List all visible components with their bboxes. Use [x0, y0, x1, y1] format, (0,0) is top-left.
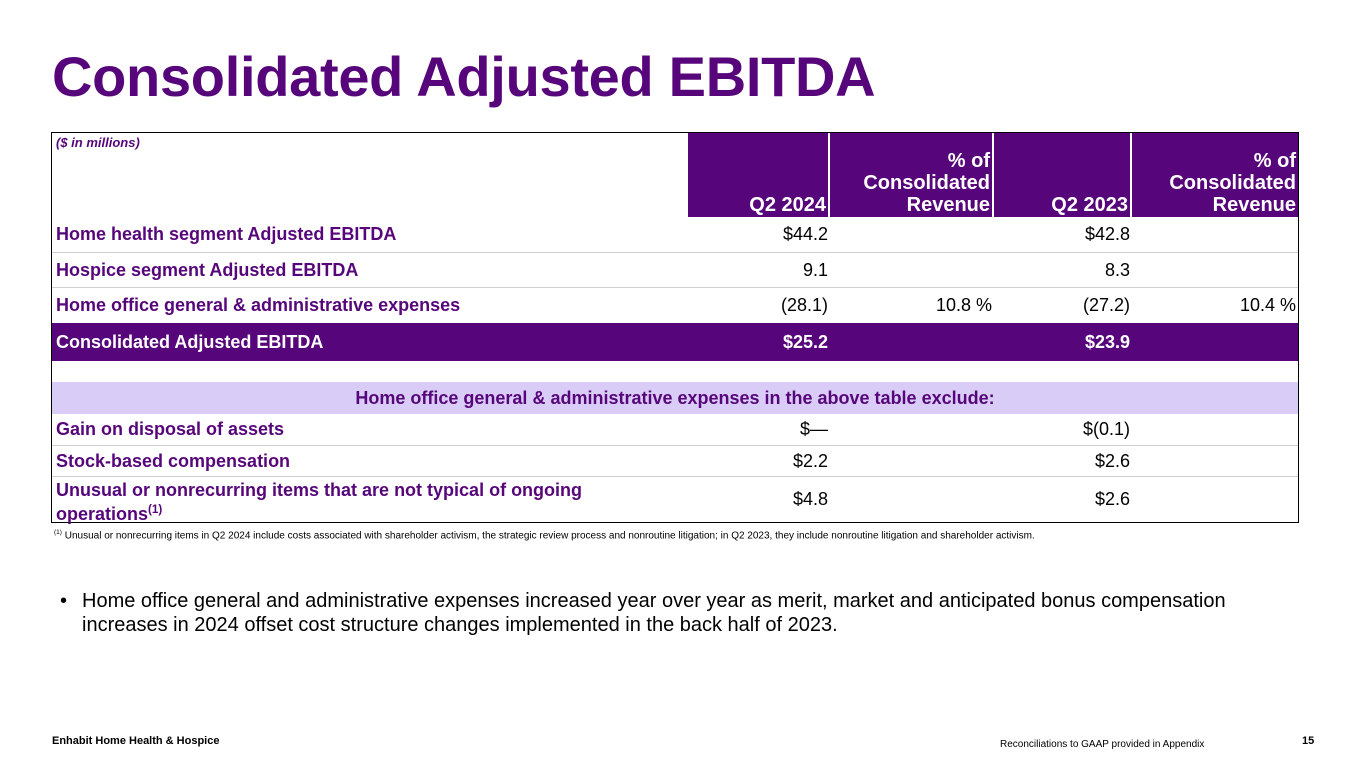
- header-pct-line: Revenue: [906, 194, 990, 216]
- footnote-marker: (1): [148, 503, 163, 516]
- header-q2-2024-label: Q2 2024: [749, 194, 826, 216]
- header-pct-revenue-2024: % of Consolidated Revenue: [830, 133, 992, 217]
- row-label-line: operations: [56, 504, 149, 524]
- footnote-mark: (1): [54, 529, 62, 536]
- value-pct-2023: 10.4 %: [1239, 294, 1296, 315]
- table-row: Hospice segment Adjusted EBITDA 9.1 8.3: [52, 252, 1298, 287]
- value-q2-2024: $—: [799, 419, 828, 439]
- page-number: 15: [1302, 735, 1315, 747]
- total-q2-2024: $25.2: [782, 331, 828, 352]
- ebitda-table: ($ in millions) Q2 2024 % of Consolidate…: [51, 132, 1299, 524]
- value-pct-2024: 10.8 %: [935, 294, 992, 315]
- row-label-line: Unusual or nonrecurring items that are n…: [56, 480, 583, 500]
- table-row: Stock-based compensation $2.2 $2.6: [52, 445, 1298, 476]
- header-q2-2023: Q2 2023: [994, 133, 1130, 217]
- value-q2-2024: (28.1): [780, 294, 828, 315]
- row-label: Home office general & administrative exp…: [56, 294, 461, 315]
- value-q2-2023: $42.8: [1084, 224, 1130, 244]
- value-q2-2023: 8.3: [1104, 259, 1130, 280]
- footer-company: Enhabit Home Health & Hospice: [52, 735, 220, 747]
- table-row: Home office general & administrative exp…: [52, 287, 1298, 322]
- page-title: Consolidated Adjusted EBITDA: [52, 45, 876, 108]
- value-q2-2023: (27.2): [1082, 294, 1130, 315]
- total-q2-2023: $23.9: [1084, 331, 1130, 352]
- table-row: Gain on disposal of assets $— $(0.1): [52, 414, 1298, 445]
- total-label: Consolidated Adjusted EBITDA: [56, 331, 324, 352]
- header-pct-line: Consolidated: [863, 172, 990, 194]
- value-q2-2023: $(0.1): [1082, 419, 1130, 439]
- row-label: Unusual or nonrecurring items that are n…: [56, 480, 582, 524]
- value-q2-2023: $2.6: [1094, 450, 1130, 471]
- value-q2-2024: $2.2: [792, 450, 828, 471]
- bullet-item: • Home office general and administrative…: [60, 589, 1260, 637]
- value-q2-2023: $2.6: [1094, 489, 1130, 509]
- header-q2-2023-label: Q2 2023: [1051, 194, 1128, 216]
- header-pct-revenue-2023: % of Consolidated Revenue: [1132, 133, 1298, 217]
- row-label: Home health segment Adjusted EBITDA: [56, 224, 397, 244]
- row-label: Gain on disposal of assets: [56, 419, 285, 439]
- value-q2-2024: 9.1: [802, 259, 828, 280]
- exclusions-subheader: Home office general & administrative exp…: [52, 382, 1298, 414]
- row-label: Hospice segment Adjusted EBITDA: [56, 259, 359, 280]
- value-q2-2024: $44.2: [782, 224, 828, 244]
- row-label: Stock-based compensation: [56, 450, 291, 471]
- header-pct-line: % of: [947, 150, 990, 172]
- units-note: ($ in millions): [56, 135, 140, 150]
- table-row: Home health segment Adjusted EBITDA $44.…: [52, 217, 1298, 252]
- bullet-text: Home office general and administrative e…: [82, 590, 1226, 636]
- header-pct-line: Consolidated: [1169, 172, 1296, 194]
- header-q2-2024: Q2 2024: [688, 133, 828, 217]
- footnote-text: Unusual or nonrecurring items in Q2 2024…: [64, 530, 1035, 542]
- value-q2-2024: $4.8: [792, 489, 828, 509]
- table-footnote: (1) Unusual or nonrecurring items in Q2 …: [54, 529, 1035, 541]
- header-pct-line: % of: [1253, 150, 1296, 172]
- bullet-icon: •: [60, 590, 68, 612]
- table-row: Unusual or nonrecurring items that are n…: [52, 476, 1298, 524]
- header-pct-line: Revenue: [1212, 194, 1296, 216]
- total-row: Consolidated Adjusted EBITDA $25.2 $23.9: [52, 323, 1298, 361]
- subheader-text: Home office general & administrative exp…: [355, 387, 995, 408]
- footer-note: Reconciliations to GAAP provided in Appe…: [1000, 739, 1205, 750]
